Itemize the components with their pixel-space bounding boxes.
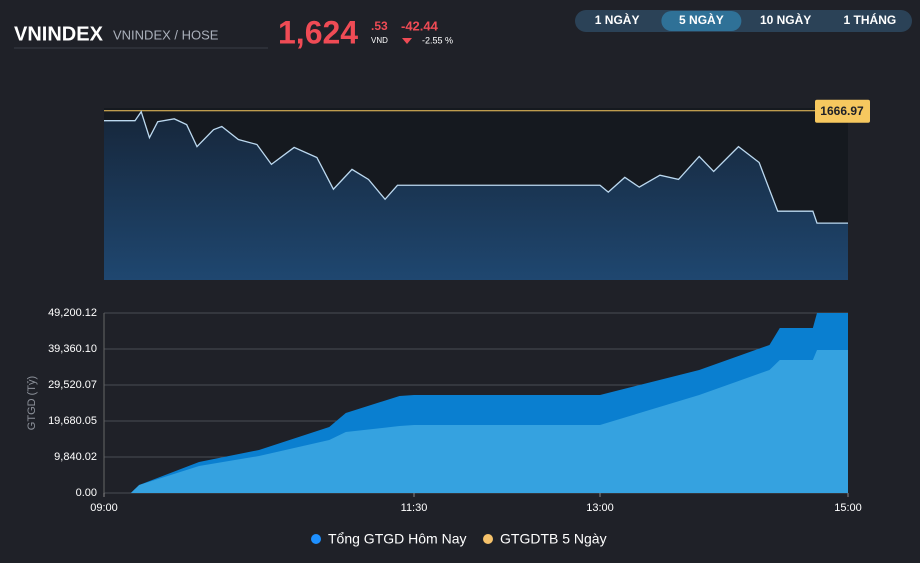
y-tick-label: 29,520.07 [48,379,97,391]
y-tick-label: 49,200.12 [48,307,97,319]
down-arrow [402,38,412,44]
x-tick-label: 11:30 [401,502,428,514]
legend-dot [483,534,493,544]
tab-active[interactable] [661,11,742,31]
x-tick-label: 09:00 [90,502,118,514]
currency: VND [371,36,388,45]
tab[interactable]: 1 NGÀY [595,12,640,27]
y-tick-label: 19,680.05 [48,415,97,427]
title: VNINDEX [14,23,104,45]
price-area [104,111,848,280]
y-tick-label: 0.00 [76,487,97,499]
y-axis-title: GTGD (Tỷ) [26,376,38,430]
y-tick-label: 39,360.10 [48,343,97,355]
tab[interactable]: 5 NGÀY [679,12,724,27]
legend-dot [311,534,321,544]
price-line [104,110,848,224]
y-tick-label: 9,840.02 [54,451,97,463]
legend-label: Tổng GTGD Hôm Nay [328,531,466,547]
legend-label: GTGDTB 5 Ngày [500,531,607,547]
x-tick-label: 13:00 [586,502,614,514]
price-decimal: .53 [371,19,388,33]
subtitle: VNINDEX / HOSE [113,27,219,42]
reference-label-box [815,99,870,123]
x-tick-label: 15:00 [834,502,862,514]
tab-bar [575,10,912,32]
tab[interactable]: 1 THÁNG [844,12,897,27]
change-pct: -2.55 % [422,35,453,45]
change: -42.44 [401,18,439,33]
price: 1,624 [278,14,358,50]
reference-label: 1666.97 [820,104,864,118]
tab[interactable]: 10 NGÀY [760,12,811,27]
area [104,350,848,493]
